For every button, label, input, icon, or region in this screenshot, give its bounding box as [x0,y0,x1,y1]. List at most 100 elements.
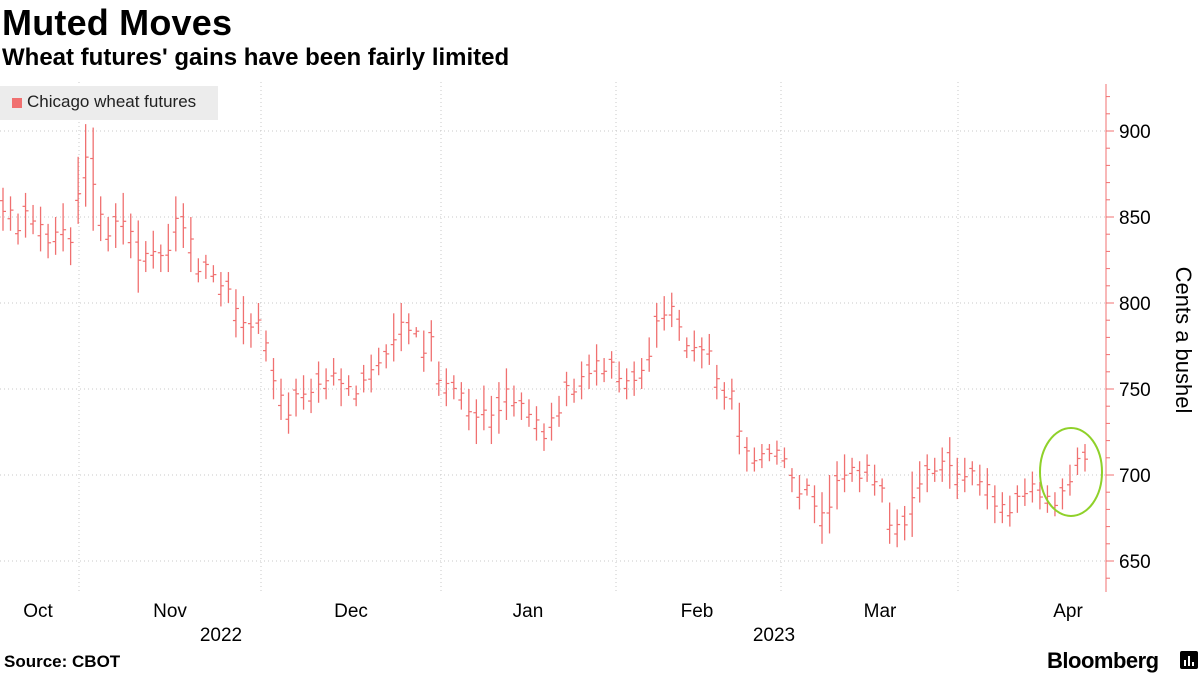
ohlc-bar [67,227,74,266]
ohlc-bar [563,371,570,407]
ohlc-bar [278,378,285,420]
chart-subtitle: Wheat futures' gains have been fairly li… [2,44,510,71]
ohlc-bar [180,203,187,248]
ohlc-bar [255,303,262,334]
ohlc-bar [548,402,555,441]
ohlc-bar [60,203,67,252]
ohlc-bar [571,378,578,403]
x-axis: Oct Nov Dec Jan Feb Mar Apr 2022 2023 [23,601,1083,646]
ohlc-bar [525,399,532,427]
ohlc-bar [683,337,690,359]
ohlc-bar [1036,481,1043,510]
source-note: Source: CBOT [4,652,121,671]
ohlc-bar [894,509,901,548]
ohlc-bar [856,461,863,493]
ohlc-bar [262,330,269,362]
ohlc-bar [834,461,841,510]
x-tick-label-apr: Apr [1053,601,1083,622]
ohlc-series [0,124,1088,548]
ohlc-bar [135,220,142,293]
ohlc-bar [631,361,638,396]
ohlc-bar [443,368,450,407]
grid-layer [0,82,1106,592]
ohlc-bar [30,204,37,235]
ohlc-bar [495,382,502,434]
ohlc-bar [849,457,856,482]
y-tick-label: 750 [1119,380,1151,401]
ohlc-bar [991,485,998,524]
y-tick-label: 850 [1119,208,1151,229]
ohlc-bar [22,192,29,238]
ohlc-bar [954,457,961,500]
y-axis-title: Cents a bushel [1171,267,1196,414]
ohlc-bar [315,361,322,403]
ohlc-bar [661,296,668,331]
ohlc-bar [751,447,758,472]
ohlc-bar [112,203,119,248]
ohlc-bar [150,230,157,269]
ohlc-bar [52,217,59,255]
ohlc-bar [187,217,194,273]
ohlc-bar [120,192,127,245]
ohlc-bar [706,333,713,365]
ohlc-bar [721,382,728,410]
legend-label: Chicago wheat futures [27,92,197,111]
ohlc-bar [668,292,675,328]
ohlc-bar [601,358,608,383]
ohlc-bar [984,468,991,510]
ohlc-bar [638,358,645,389]
ohlc-bar [1021,478,1028,506]
ohlc-bar [728,378,735,410]
ohlc-bar [338,368,345,407]
ohlc-bar [142,241,149,273]
ohlc-bar [45,223,52,259]
ohlc-bar [165,223,172,273]
legend: Chicago wheat futures [0,86,218,120]
ohlc-bar [7,196,14,231]
ohlc-bar [541,423,547,451]
x-tick-label-jan: Jan [513,601,544,622]
y-tick-label: 700 [1119,466,1151,487]
ohlc-bar [488,395,495,445]
ohlc-bar [127,213,134,259]
ohlc-bar [435,361,442,396]
ohlc-bar [758,444,765,469]
ohlc-bar [1029,471,1036,503]
ohlc-bar [886,502,893,544]
ohlc-bar [901,505,908,541]
y-tick-label: 900 [1119,122,1151,143]
ohlc-bar [37,206,44,252]
ohlc-bar [616,361,623,393]
ohlc-bar [623,368,630,400]
chart-title: Muted Moves [2,2,233,43]
ohlc-bar [270,358,277,400]
ohlc-bar [75,156,82,224]
ohlc-bar [285,392,292,434]
ohlc-bar [1051,492,1058,517]
ohlc-bar [217,272,224,307]
ohlc-bar [518,392,525,420]
ohlc-bar [157,244,164,273]
ohlc-bar [97,196,104,242]
ohlc-bar [826,475,833,534]
ohlc-bar [593,344,600,386]
ohlc-bar [240,296,247,345]
ohlc-bar [931,457,938,482]
ohlc-bar [345,375,352,396]
ohlc-bar [871,464,878,496]
ohlc-bar [653,303,660,348]
ohlc-bar [375,347,382,376]
ohlc-bar [788,468,795,493]
ohlc-bar [503,368,510,420]
ohlc-bar [864,454,871,482]
ohlc-bar [1074,447,1081,475]
ohlc-bar [811,485,818,524]
ohlc-bar [360,364,367,393]
ohlc-bar [879,478,886,503]
highlight-circle-annotation [1039,427,1103,517]
ohlc-bar [247,313,254,348]
ohlc-bar [676,309,683,341]
ohlc-bar [961,457,968,493]
year-label-2022: 2022 [200,625,242,646]
ohlc-bar [458,382,465,410]
